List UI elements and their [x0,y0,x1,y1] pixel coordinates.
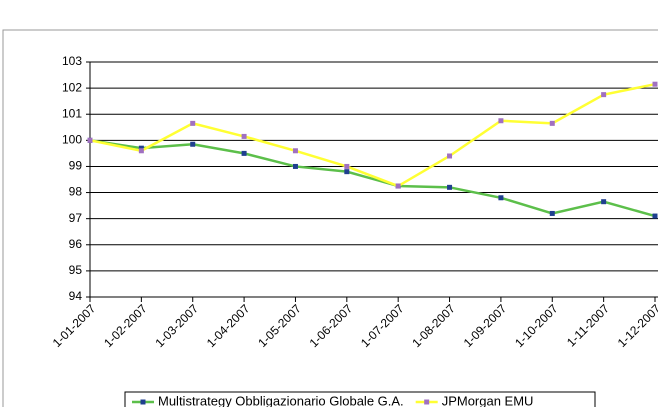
y-tick-label: 95 [69,263,83,277]
x-tick-label: 1-05-2007 [255,301,304,350]
x-tick-label: 1-10-2007 [512,301,561,350]
x-tick-label: 1-12-2007 [615,301,658,350]
data-point [652,213,658,219]
x-tick-label: 1-08-2007 [409,301,458,350]
data-point [601,92,607,98]
y-tick-label: 102 [62,80,82,94]
x-tick-label: 1-09-2007 [461,301,510,350]
data-point [344,169,350,175]
legend: Multistrategy Obbligazionario Globale G.… [124,391,596,407]
y-tick-label: 101 [62,106,82,120]
y-tick-label: 94 [69,289,83,303]
y-tick-label: 99 [69,159,83,173]
data-point [87,137,93,143]
x-tick-label: 1-04-2007 [204,301,253,350]
legend-marker [424,399,430,405]
y-tick-label: 100 [62,133,82,147]
data-point [447,184,453,190]
x-tick-label: 1-01-2007 [50,301,99,350]
data-point [395,183,401,189]
data-point [447,153,453,159]
y-tick-label: 96 [69,237,83,251]
data-point [344,163,350,169]
legend-label: Multistrategy Obbligazionario Globale G.… [158,393,404,407]
legend-marker [140,399,146,405]
x-tick-label: 1-06-2007 [307,301,356,350]
data-point [241,133,247,139]
series-line [89,82,656,188]
series-line [89,139,656,218]
data-point [498,195,504,201]
data-point [190,120,196,126]
legend-label: JPMorgan EMU [442,393,534,407]
x-tick-label: 1-11-2007 [564,301,612,349]
y-tick-label: 97 [69,211,83,225]
data-point [190,141,196,147]
data-point [292,148,298,154]
data-point [292,163,298,169]
x-tick-label: 1-03-2007 [152,301,201,350]
data-point [138,145,144,151]
x-tick-label: 1-07-2007 [358,301,407,350]
legend-box [124,391,596,407]
data-point [241,150,247,156]
y-tick-label: 98 [69,185,83,199]
data-point [601,199,607,205]
data-point [549,210,555,216]
data-point [138,148,144,154]
data-point [549,120,555,126]
y-tick-label: 103 [62,54,82,68]
chart-frame [2,29,658,407]
data-point [498,118,504,124]
x-tick-label: 1-02-2007 [101,301,150,350]
data-point [652,81,658,87]
